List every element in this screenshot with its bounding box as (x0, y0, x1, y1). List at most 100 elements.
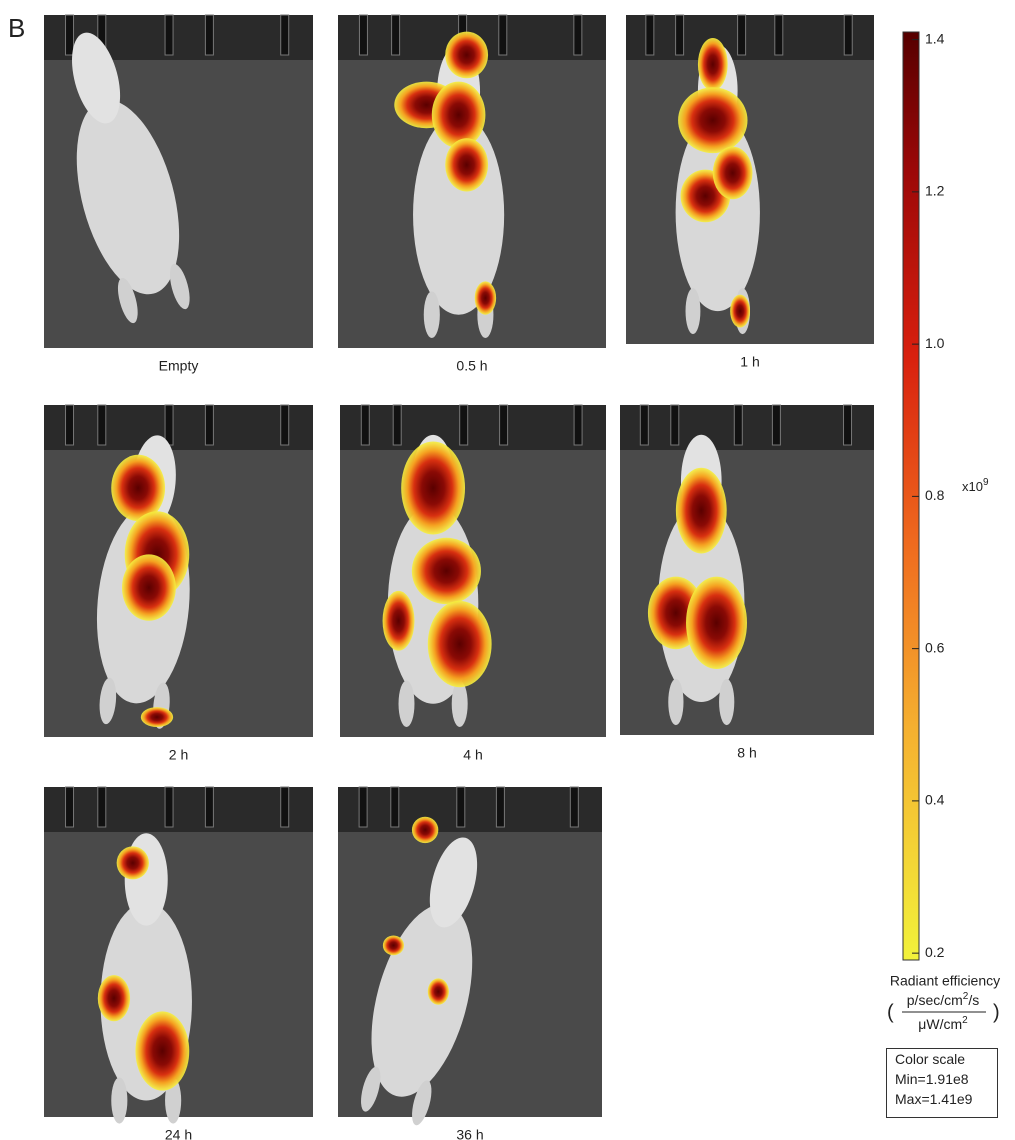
panel-caption: 36 h (456, 1127, 483, 1140)
signal-blob (432, 82, 486, 149)
cage-bar (844, 15, 852, 55)
mouse-leg (111, 1077, 127, 1123)
cage-bar (393, 405, 401, 445)
cage-bar (359, 15, 367, 55)
mouse-leg (424, 291, 440, 338)
image-panel (338, 15, 606, 348)
unit-den: μW/cm (918, 1016, 962, 1032)
cage-bar (66, 15, 74, 55)
colorbar-multiplier: x109 (962, 477, 989, 495)
color-scale-title: Color scale (895, 1049, 997, 1069)
signal-blob (135, 1011, 189, 1090)
panel-label: B (8, 13, 25, 43)
color-scale-max: Max=1.41e9 (895, 1089, 997, 1109)
cage-bar (165, 405, 173, 445)
colorbar-tick-label: 0.8 (925, 487, 945, 503)
image-panel (44, 787, 313, 1124)
colorbar-title: Radiant efficiency (890, 973, 1000, 989)
signal-blob (141, 707, 173, 727)
cage-bar (66, 787, 74, 827)
cage-bar (205, 405, 213, 445)
multiplier: x10 (962, 479, 983, 494)
cage-bar (66, 405, 74, 445)
cage-strip (338, 787, 602, 832)
image-panel (44, 405, 313, 737)
cage-bar (772, 405, 780, 445)
figure: B x109 Radiant efficiency ( ) p/sec/cm2/… (0, 0, 1015, 1140)
signal-blob (445, 138, 488, 191)
signal-blob (686, 577, 747, 669)
cage-bar (165, 787, 173, 827)
cage-bar (574, 405, 582, 445)
cage-bar (359, 787, 367, 827)
cage-strip (44, 405, 313, 450)
colorbar-tick-label: 1.2 (925, 183, 945, 199)
signal-blob (412, 817, 438, 843)
cage-bar (574, 15, 582, 55)
page: {"panel_label": "B", "panels": [{"captio… (0, 0, 1015, 1140)
cage-bar (496, 787, 504, 827)
cage-bar (391, 787, 399, 827)
signal-blob (428, 978, 449, 1004)
cage-bar (646, 15, 654, 55)
cage-bar (281, 405, 289, 445)
panel-caption: 8 h (737, 745, 756, 761)
cage-bar (499, 15, 507, 55)
signal-blob (428, 601, 492, 687)
image-panel (40, 15, 313, 348)
image-panel (338, 787, 602, 1130)
signal-blob (122, 554, 176, 620)
cage-strip (44, 787, 313, 832)
cage-bar (676, 15, 684, 55)
colorbar-tick-label: 1.0 (925, 335, 945, 351)
cage-bar (457, 787, 465, 827)
signal-blob (98, 975, 130, 1021)
signal-blob (111, 455, 165, 521)
mouse-leg (452, 681, 468, 727)
image-background (620, 405, 874, 735)
unit-den-exp: 2 (962, 1015, 968, 1026)
multiplier-exp: 9 (983, 477, 989, 488)
cage-bar (281, 787, 289, 827)
cage-bar (205, 15, 213, 55)
panel-caption: Empty (159, 358, 199, 374)
figure-svg: B x109 Radiant efficiency ( ) p/sec/cm2/… (0, 0, 1015, 1140)
color-scale-min: Min=1.91e8 (895, 1069, 997, 1089)
unit-denominator: μW/cm2 (918, 1015, 968, 1032)
colorbar-tick-label: 0.6 (925, 639, 945, 655)
mouse-leg (668, 679, 683, 725)
image-panel (340, 405, 606, 737)
unit-numerator: p/sec/cm2/s (907, 991, 979, 1008)
cage-bar (640, 405, 648, 445)
unit-num: p/sec/cm (907, 992, 963, 1008)
image-panel (626, 15, 874, 344)
cage-bar (460, 405, 468, 445)
image-panel (620, 405, 874, 735)
signal-blob (713, 147, 753, 200)
cage-bar (500, 405, 508, 445)
signal-blob (676, 468, 727, 554)
paren-open: ( (887, 1001, 894, 1023)
cage-bar (165, 15, 173, 55)
signal-blob (475, 281, 496, 314)
cage-strip (620, 405, 874, 450)
cage-bar (734, 405, 742, 445)
mouse-leg (719, 679, 734, 725)
signal-blob (383, 936, 404, 956)
panel-caption: 0.5 h (456, 358, 487, 374)
signal-blob (730, 295, 750, 328)
colorbar-tick-label: 0.4 (925, 792, 945, 808)
signal-blob (698, 38, 728, 91)
cage-strip (340, 405, 606, 450)
cage-bar (671, 405, 679, 445)
cage-bar (775, 15, 783, 55)
panel-caption: 2 h (169, 747, 188, 763)
signal-blob (678, 87, 747, 153)
signal-blob (401, 442, 465, 535)
panel-caption: 4 h (463, 747, 482, 763)
cage-bar (570, 787, 578, 827)
mouse-leg (686, 288, 701, 334)
cage-bar (392, 15, 400, 55)
color-scale-box: Color scale Min=1.91e8 Max=1.41e9 (886, 1048, 998, 1118)
signal-blob (117, 846, 149, 879)
